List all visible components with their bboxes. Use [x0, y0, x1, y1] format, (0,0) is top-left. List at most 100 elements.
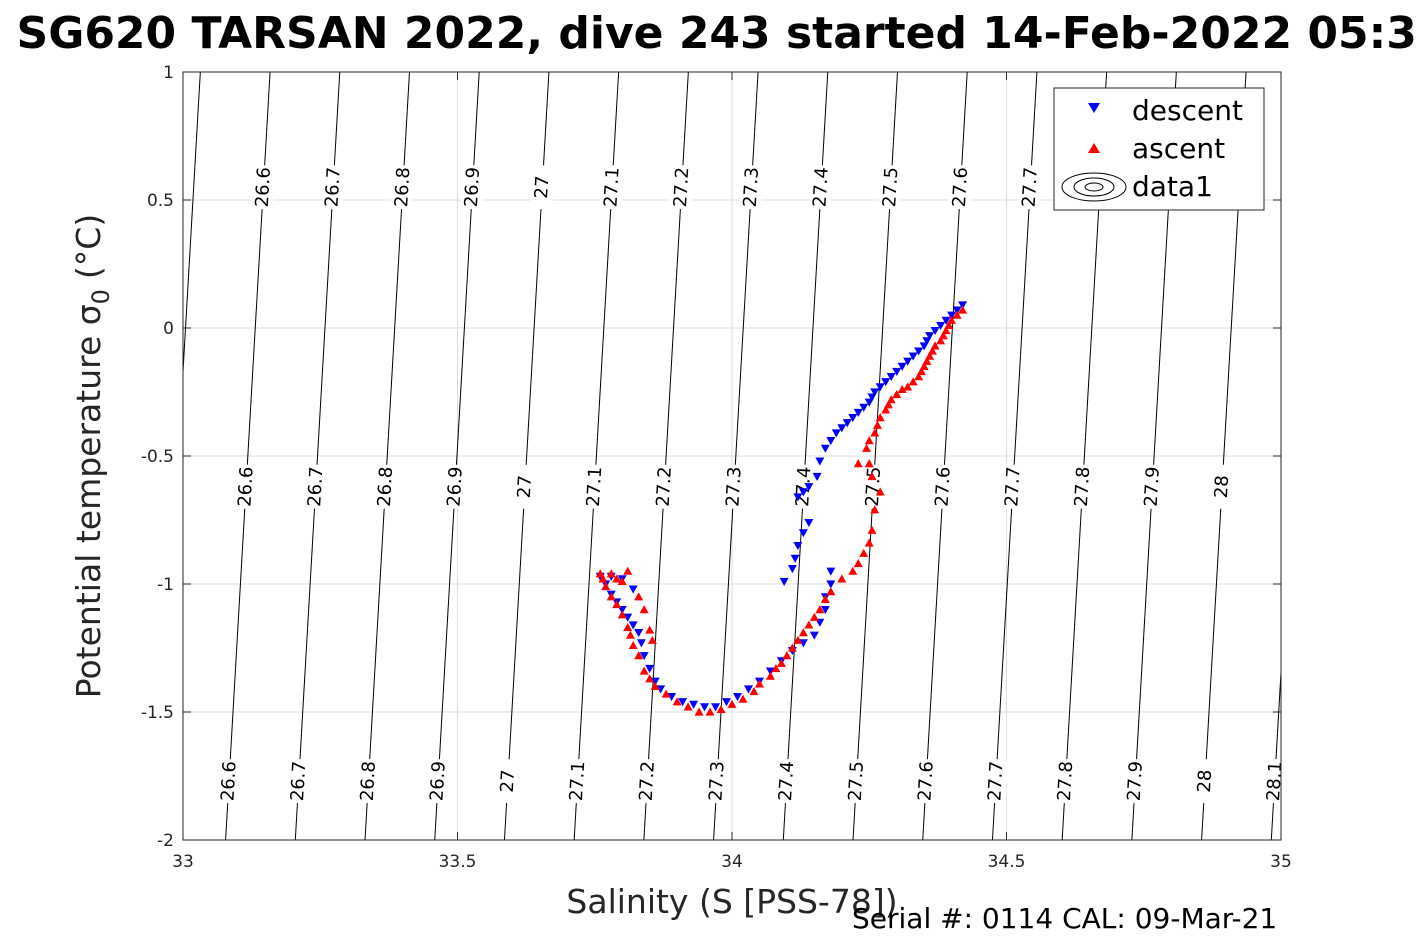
descent-point [936, 321, 946, 330]
contour-label-text: 27.3 [705, 760, 728, 801]
ascent-point [601, 582, 611, 591]
contour-label-text: 27.1 [600, 167, 623, 208]
descent-point [804, 518, 814, 528]
contour-label-26.7: 26.7 [320, 164, 346, 210]
contour-label-26.8: 26.8 [356, 758, 381, 804]
descent-point [870, 388, 880, 397]
contour-label-27.4: 27.4 [791, 464, 817, 510]
descent-point [881, 378, 891, 387]
contour-label-27.1: 27.1 [565, 758, 590, 804]
contour-label-bg [1053, 758, 1078, 804]
x-axis-ticks: 33 33.5 34 34.5 35 [172, 72, 1292, 872]
contour-label-bg [635, 758, 660, 804]
ascent-point [623, 623, 633, 632]
contour-label-bg [739, 164, 764, 210]
descent-point [864, 398, 874, 407]
contour-label-text: 27.4 [809, 167, 832, 208]
contour-label-27.6: 27.6 [948, 164, 973, 210]
ascent-point [716, 704, 726, 714]
legend-descent-label: descent [1132, 94, 1243, 127]
x-tick-label: 33.5 [439, 852, 477, 872]
descent-point [925, 332, 935, 341]
contour-label-27.6: 27.6 [913, 758, 939, 804]
ascent-point [617, 610, 627, 619]
descent-point [914, 347, 924, 356]
descent-point [779, 577, 789, 586]
contour-label-26.9: 26.9 [460, 164, 485, 210]
isopycnal-26.5 [182, 71, 201, 372]
contour-label-bg [774, 758, 799, 804]
contour-label-text: 27.6 [949, 167, 972, 208]
contour-label-27.5: 27.5 [861, 464, 886, 510]
contour-label-27.7: 27.7 [1000, 464, 1026, 510]
ascent-point [870, 428, 880, 437]
descent-point [892, 367, 902, 377]
ascent-point [867, 471, 877, 481]
y-tick-label: 0.5 [147, 191, 174, 211]
contour-label-27.2: 27.2 [635, 758, 660, 804]
ascent-point [793, 635, 803, 644]
contour-label-bg [878, 164, 904, 210]
descent-point [848, 414, 858, 423]
contour-label-bg [808, 164, 834, 210]
contour-label-text: 27 [531, 175, 553, 199]
descent-point [930, 326, 940, 336]
contour-label-text: 27.7 [984, 760, 1007, 801]
descent-point [952, 306, 962, 315]
ascent-point [875, 413, 885, 422]
descent-point [842, 419, 852, 428]
contour-label-text: 27.1 [566, 760, 589, 801]
legend: descent ascent data1 [1053, 87, 1265, 211]
contour-label-text: 27 [514, 475, 536, 499]
contour-label-text: 27.2 [636, 760, 659, 801]
ascent-point [875, 487, 885, 496]
x-tick-label: 34 [721, 852, 743, 872]
contour-label-text: 27.6 [932, 466, 955, 507]
y-tick-label: 0 [163, 319, 174, 339]
y-tick-label: -0.5 [141, 447, 174, 467]
ascent-point [612, 574, 622, 583]
descent-point [947, 311, 957, 320]
descent-point [623, 613, 633, 622]
contour-label-text: 26.9 [461, 167, 484, 208]
contour-label-bg [1192, 758, 1218, 804]
ascent-point [623, 566, 633, 575]
legend-descent-marker [1088, 103, 1100, 113]
contour-label-27.7: 27.7 [1017, 164, 1043, 210]
contour-label-28.1: 28.1 [1262, 758, 1287, 804]
descent-point [628, 621, 638, 630]
ascent-point [639, 605, 649, 614]
ascent-point [897, 384, 907, 394]
ascent-point [645, 674, 655, 683]
contour-label-bg [373, 464, 398, 510]
legend-ascent-marker [1088, 143, 1100, 153]
contour-label-bg [983, 758, 1009, 804]
ascent-point [853, 459, 863, 468]
ascent-point [606, 592, 616, 601]
y-tick-label: 1 [163, 63, 174, 83]
contour-label-text: 27.4 [792, 466, 815, 507]
contour-label-text: 27.5 [862, 466, 885, 507]
contour-label-27.2: 27.2 [652, 464, 677, 510]
contour-label-bg [216, 758, 242, 804]
isopycnal-28.1 [1270, 672, 1282, 841]
ascent-point [787, 643, 797, 652]
y-axis-ticks: -2 -1.5 -1 -0.5 0 0.5 1 [141, 63, 1281, 851]
ascent-point [647, 635, 657, 644]
descent-point [804, 483, 814, 492]
contour-label-text: 26.6 [252, 167, 275, 208]
ascent-point [815, 605, 825, 614]
contour-label-27.8: 27.8 [1070, 464, 1095, 510]
ascent-point [727, 699, 737, 708]
ascent-point [625, 630, 635, 639]
contour-label-27.3: 27.3 [721, 464, 747, 510]
contour-label-bg [669, 164, 694, 210]
contour-label-28: 28 [1209, 464, 1235, 510]
contour-label-bg [251, 164, 276, 210]
descent-point [711, 703, 721, 712]
contour-label-28: 28 [1192, 758, 1218, 804]
descent-point [787, 565, 797, 574]
contour-label-text: 26.9 [444, 466, 467, 507]
contour-label-27.9: 27.9 [1123, 758, 1148, 804]
